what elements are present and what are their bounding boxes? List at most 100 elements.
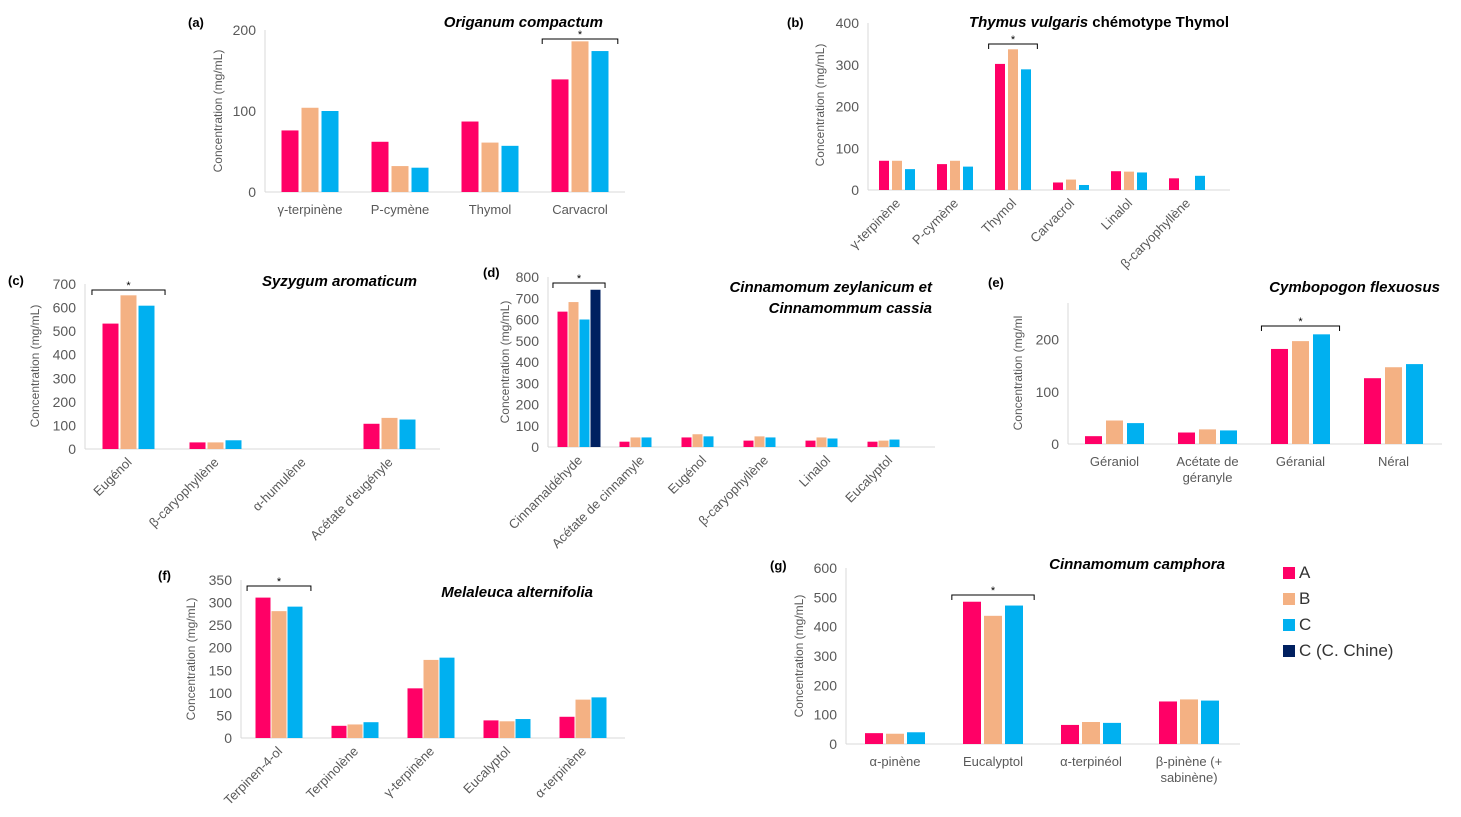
bar-a <box>743 440 754 447</box>
bar-c <box>765 437 776 447</box>
bar-a <box>363 423 380 449</box>
bar-b <box>575 699 591 738</box>
bar-b <box>301 107 319 192</box>
bar-b <box>1124 171 1134 190</box>
bar-a <box>371 141 389 192</box>
y-tick-label: 100 <box>53 417 77 433</box>
y-tick-label: 500 <box>516 333 540 349</box>
y-tick-label: 0 <box>829 736 837 752</box>
bar-a <box>1085 436 1102 444</box>
y-tick-label: 400 <box>516 354 540 370</box>
bar-b <box>886 733 904 744</box>
chart-panel-6: 0 50 100 150 200 250 300 350 Concentration (mg/m… <box>158 568 625 808</box>
panel-tag: (c) <box>8 273 24 288</box>
significance-marker: * <box>277 576 282 588</box>
bar-a <box>995 63 1005 190</box>
y-tick-label: 200 <box>1036 332 1060 348</box>
bar-c <box>827 438 838 447</box>
bar-b <box>950 160 960 190</box>
chart-panel-2: 0 100 200 300 400 Concentration (mg/mL) (b) Thy… <box>787 14 1230 271</box>
y-tick-label: 200 <box>233 22 257 38</box>
significance-bracket <box>1260 325 1341 331</box>
bar-c <box>1021 69 1031 190</box>
x-tick-label: α-pinène <box>870 754 921 769</box>
significance-marker: * <box>1298 316 1303 328</box>
chart-title-line-2: Cinnamommum cassia <box>769 300 932 317</box>
x-tick-label: Thymol <box>469 202 512 217</box>
y-tick-label: 350 <box>209 572 233 588</box>
chart-title-line-1: Cinnamomum zeylanicum et <box>729 279 933 296</box>
y-tick-label: 0 <box>851 182 859 198</box>
x-tick-label: Géraniol <box>1090 454 1139 469</box>
y-tick-label: 500 <box>53 323 77 339</box>
y-tick-label: 150 <box>209 662 233 678</box>
bar-a <box>557 311 568 447</box>
y-tick-label: 100 <box>814 707 838 723</box>
y-axis-title: Concentration (mg/mL) <box>792 595 806 718</box>
y-tick-label: 200 <box>209 640 233 656</box>
legend-item-b: B <box>1283 586 1393 612</box>
bar-b <box>120 295 137 449</box>
bar-c <box>1195 175 1205 190</box>
bar-b <box>381 417 398 449</box>
bar-a <box>461 121 479 192</box>
bar-c <box>1005 605 1023 744</box>
x-tick-label: γ-terpinène <box>847 196 904 253</box>
bar-a <box>1053 182 1063 190</box>
y-tick-label: 400 <box>53 347 77 363</box>
x-tick-label: Géranial <box>1276 454 1325 469</box>
bar-c <box>1137 172 1147 190</box>
y-tick-label: 100 <box>516 418 540 434</box>
bar-b <box>571 41 589 193</box>
legend-swatch-a <box>1283 567 1295 579</box>
bar-c <box>1103 722 1121 744</box>
y-tick-label: 0 <box>68 441 76 457</box>
x-tick-label: Néral <box>1378 454 1409 469</box>
y-axis-title: Concentration (mg/ml <box>1011 316 1025 431</box>
bar-b <box>692 434 703 447</box>
x-tick-label: β-caryophyllène <box>146 455 222 531</box>
chart-panel-4: 0 100 200 300 400 500 600 700 800 Concentration (… <box>483 265 935 551</box>
bar-a <box>805 440 816 447</box>
bar-c <box>1220 430 1237 444</box>
x-tick-label: Acétate de <box>1176 454 1238 469</box>
x-tick-label: α-humulène <box>249 455 308 514</box>
bar-c <box>907 732 925 744</box>
bar-a <box>1061 724 1079 744</box>
y-axis-title: Concentration (mg/mL) <box>184 598 198 721</box>
significance-marker: * <box>578 29 583 41</box>
bar-b <box>391 166 409 192</box>
chart-title-species: Thymus vulgaris <box>969 14 1092 31</box>
bar-b <box>1292 341 1309 444</box>
significance-marker: * <box>991 585 996 597</box>
legend-swatch-c <box>1283 619 1295 631</box>
bar-a <box>937 164 947 190</box>
bar-a <box>1159 701 1177 744</box>
y-tick-label: 200 <box>836 99 860 115</box>
bar-a <box>1169 178 1179 190</box>
bar-a <box>865 733 883 744</box>
significance-bracket <box>951 594 1035 600</box>
y-tick-label: 300 <box>516 375 540 391</box>
bar-b <box>347 724 363 738</box>
y-tick-label: 100 <box>233 103 257 119</box>
y-tick-label: 250 <box>209 617 233 633</box>
y-axis-title: Concentration (mg/mL) <box>28 305 42 428</box>
bar-c <box>399 419 416 449</box>
panel-tag: (g) <box>770 558 787 573</box>
x-tick-label: α-terpinéol <box>1060 754 1122 769</box>
significance-bracket <box>552 282 606 288</box>
y-tick-label: 200 <box>516 397 540 413</box>
x-tick-label: Linalol <box>1098 195 1135 232</box>
bar-b <box>630 437 641 447</box>
x-tick-label: Linalol <box>796 452 833 489</box>
bar-c <box>138 305 155 449</box>
bar-a <box>867 441 878 447</box>
chart-title: Syzygum aromaticum <box>262 273 417 290</box>
bar-c <box>1201 700 1219 744</box>
y-tick-label: 700 <box>516 290 540 306</box>
y-tick-label: 600 <box>516 312 540 328</box>
bar-a <box>483 720 499 738</box>
significance-bracket <box>246 585 312 591</box>
legend-label-a: A <box>1299 563 1311 582</box>
